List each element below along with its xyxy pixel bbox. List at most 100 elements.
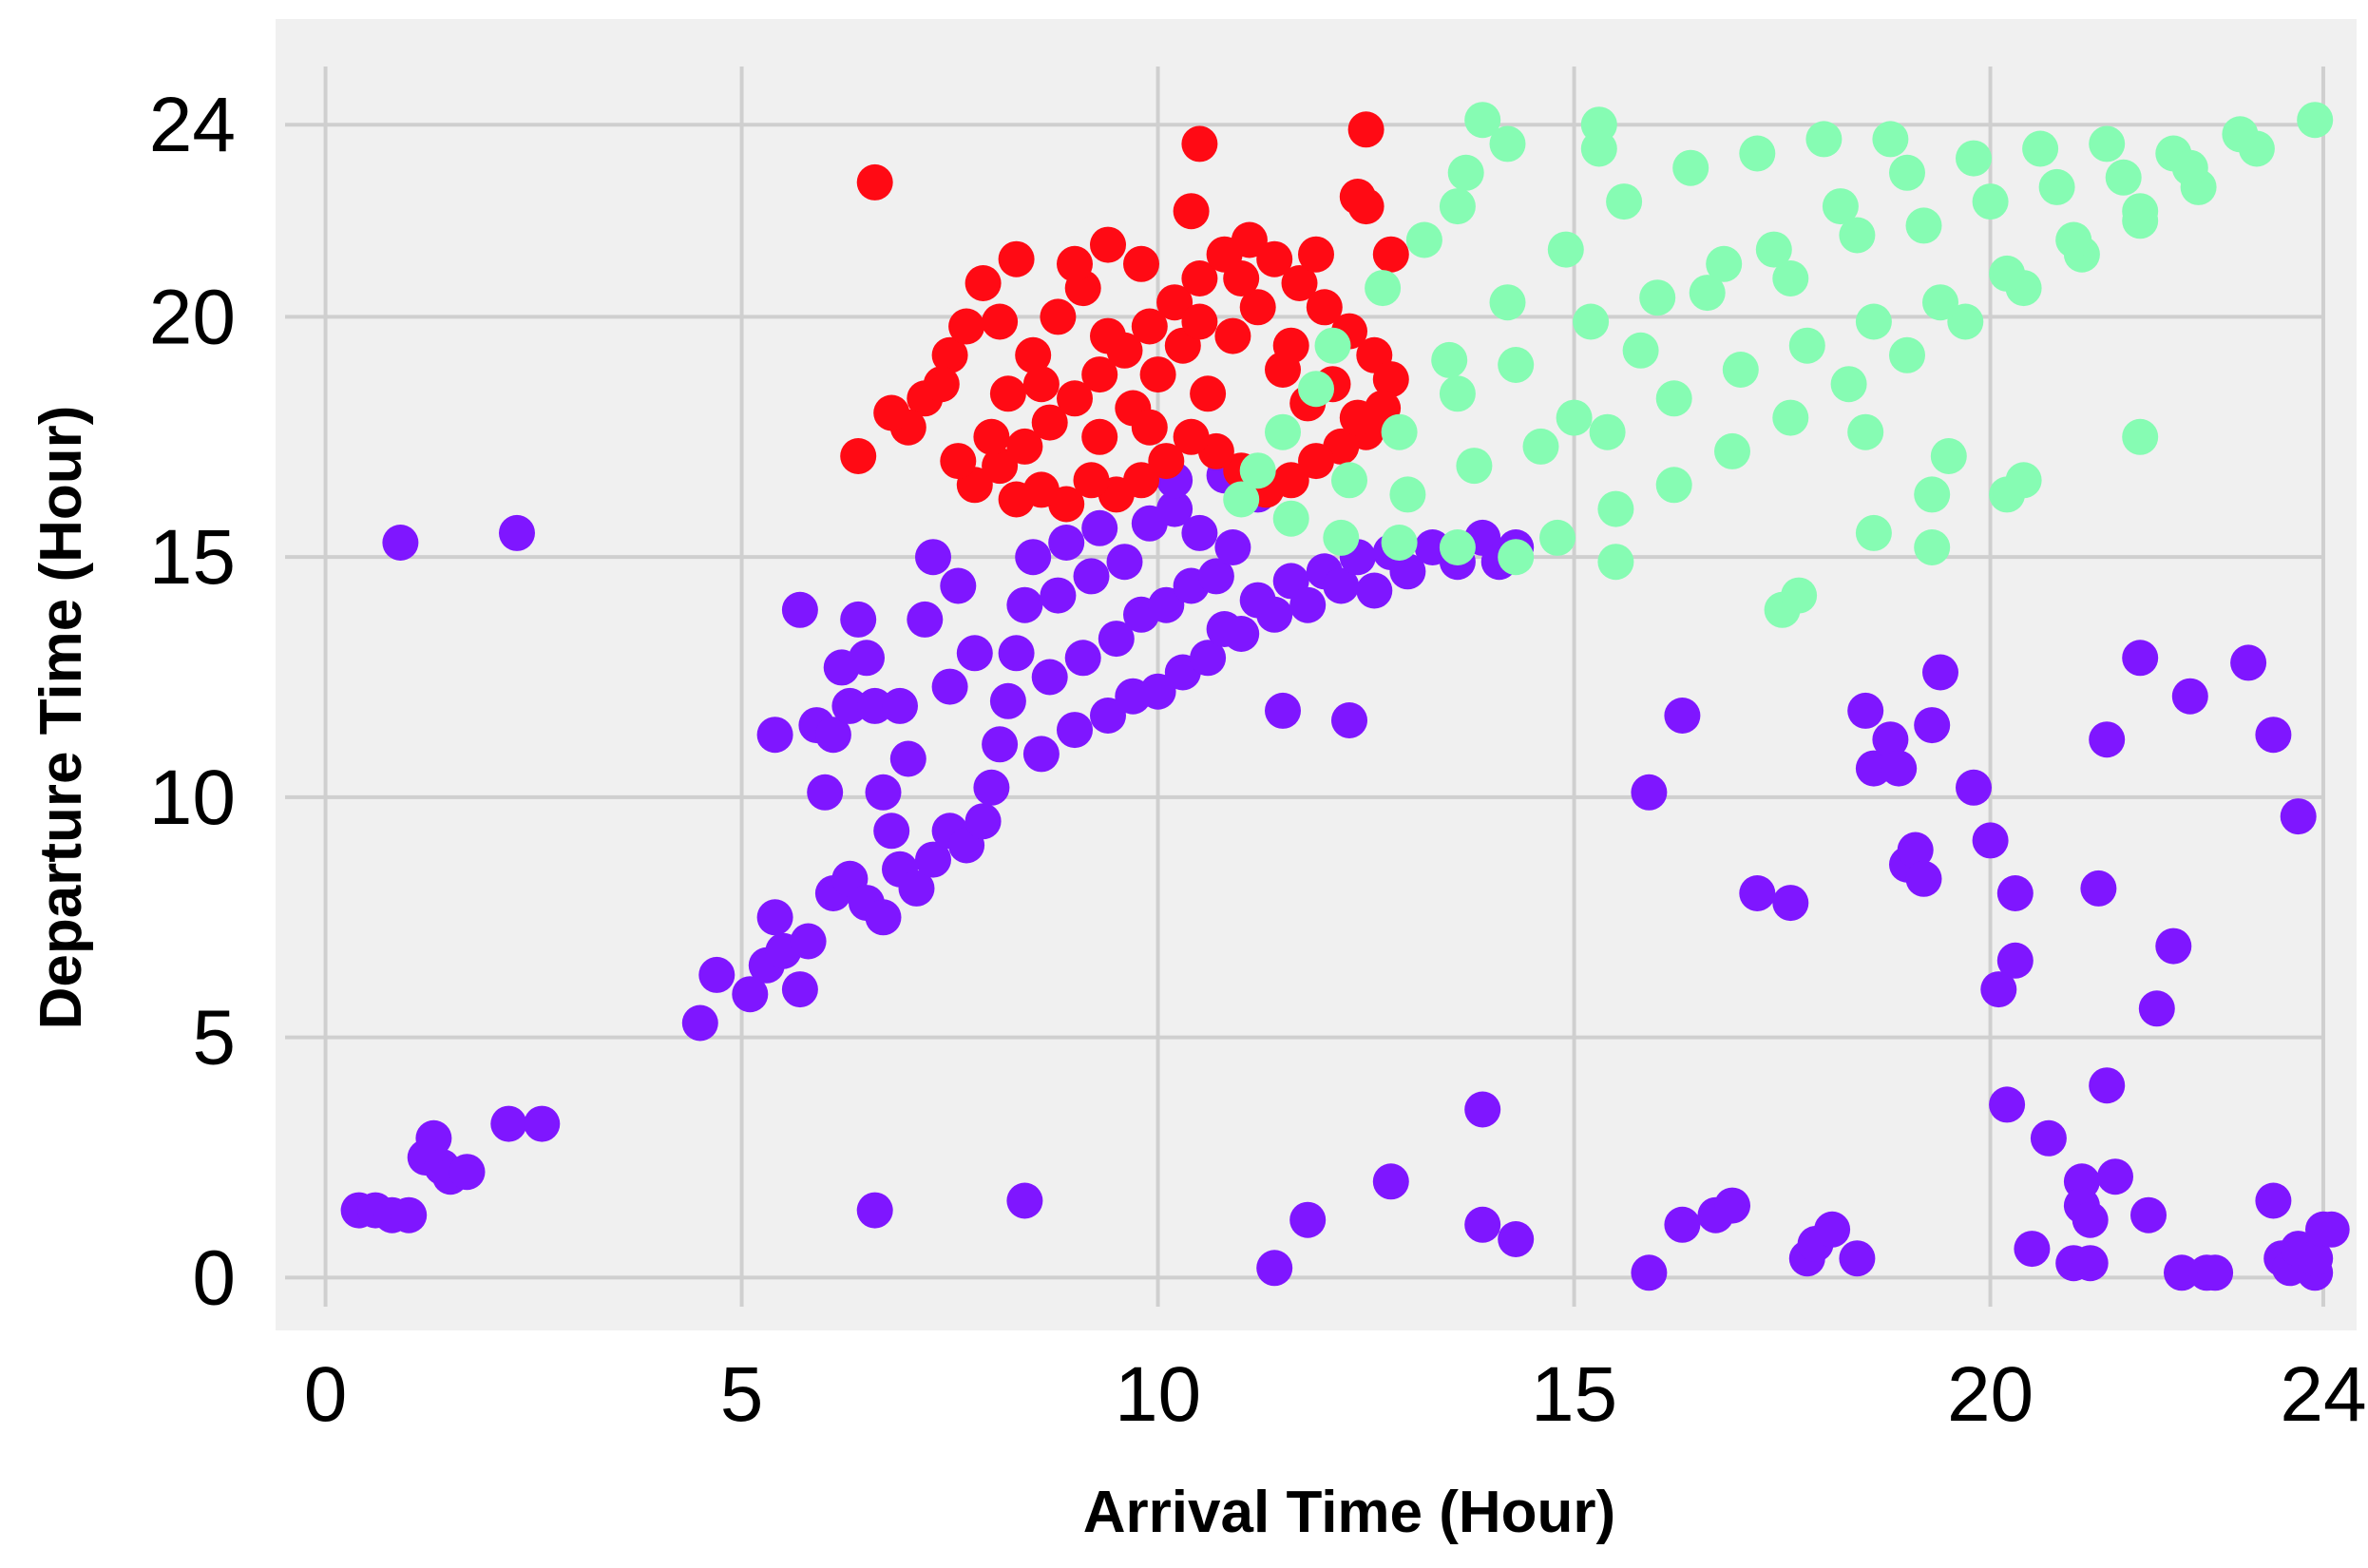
data-point-green [2222, 116, 2259, 153]
data-point-red [1156, 284, 1194, 321]
data-point-purple [1714, 1187, 1750, 1224]
data-point-purple [2197, 1254, 2234, 1291]
data-point-purple [499, 514, 535, 551]
data-point-purple [2138, 990, 2175, 1027]
data-point-purple [1839, 1240, 1876, 1277]
data-point-red [1022, 366, 1060, 403]
data-point-red [1081, 418, 1118, 455]
data-point-green [1223, 481, 1260, 518]
data-point-green [1498, 347, 1535, 383]
data-point-green [2105, 159, 2142, 196]
data-point-purple [2130, 1196, 2167, 1233]
data-point-purple [1015, 539, 1052, 576]
y-tick-labels: 0 5 10 15 20 24 [149, 82, 236, 1321]
data-point-purple [931, 668, 968, 705]
data-point-green [1606, 183, 1643, 220]
data-point-purple [1389, 553, 1426, 590]
data-point-purple [681, 1004, 718, 1042]
data-point-red [989, 375, 1026, 412]
data-point-purple [2122, 640, 2159, 677]
data-point-purple [915, 841, 951, 878]
data-point-green [1597, 544, 1634, 581]
data-point-purple [1040, 577, 1077, 614]
data-point-red [940, 443, 977, 480]
data-point-purple [1739, 875, 1776, 911]
data-point-red [964, 265, 1002, 301]
data-point-red [1256, 240, 1293, 277]
data-point-purple [1190, 640, 1227, 677]
data-point-red [1173, 418, 1210, 455]
data-point-purple [382, 525, 419, 561]
data-point-purple [1847, 692, 1884, 729]
data-point-purple [2164, 1254, 2200, 1291]
data-point-purple [849, 640, 885, 677]
data-point-red [948, 308, 985, 345]
data-point-red [1090, 226, 1126, 263]
data-point-purple [2255, 717, 2292, 754]
data-point-green [1855, 303, 1892, 340]
data-point-green [1381, 413, 1418, 450]
data-points [340, 102, 2350, 1291]
data-point-red [856, 163, 893, 201]
data-point-purple [490, 1105, 527, 1142]
data-point-purple [1197, 558, 1234, 595]
data-point-purple [2155, 927, 2192, 965]
data-point-purple [1989, 1086, 2026, 1123]
data-point-red [1231, 221, 1268, 258]
data-point-purple [1006, 1182, 1043, 1219]
data-point-green [1405, 221, 1442, 258]
y-tick-label: 5 [192, 995, 236, 1081]
data-point-green [1439, 188, 1476, 225]
data-point-purple [989, 682, 1026, 719]
data-point-green [1830, 366, 1867, 403]
data-point-purple [732, 976, 769, 1013]
data-point-purple [1006, 586, 1043, 623]
y-tick-label: 0 [192, 1234, 236, 1321]
data-point-purple [1081, 509, 1118, 546]
data-point-purple [2097, 1158, 2133, 1195]
data-point-red [1239, 289, 1276, 326]
data-point-purple [1356, 572, 1393, 609]
data-point-purple [756, 717, 793, 754]
data-point-green [1905, 207, 1942, 244]
x-tick-label: 20 [1947, 1351, 2034, 1438]
data-point-red [1339, 399, 1376, 436]
data-point-green [1298, 371, 1334, 408]
data-point-green [1439, 375, 1476, 412]
data-point-purple [1814, 1211, 1851, 1248]
data-point-purple [391, 1196, 428, 1233]
data-point-red [1347, 188, 1385, 225]
data-point-red [1372, 361, 1409, 398]
data-point-red [1272, 327, 1309, 364]
data-point-purple [889, 740, 926, 777]
data-point-red [1131, 409, 1168, 446]
data-point-red [982, 448, 1019, 485]
data-point-purple [2313, 1211, 2350, 1248]
data-point-purple [882, 687, 918, 724]
data-point-purple [1073, 558, 1110, 595]
data-point-green [2038, 168, 2075, 205]
data-point-green [1573, 303, 1610, 340]
data-point-green [1556, 399, 1593, 436]
data-point-purple [973, 769, 1010, 806]
data-point-red [923, 366, 960, 403]
data-point-green [1381, 525, 1418, 561]
data-point-purple [524, 1105, 561, 1142]
data-point-purple [1214, 529, 1251, 565]
data-point-purple [1256, 1250, 1293, 1287]
data-point-green [1265, 413, 1301, 450]
data-point-purple [873, 813, 910, 850]
data-point-green [1914, 476, 1951, 513]
data-point-green [2297, 102, 2334, 139]
data-point-green [1655, 380, 1692, 417]
data-point-purple [907, 601, 944, 638]
data-point-purple [865, 774, 902, 811]
data-point-purple [964, 803, 1002, 840]
data-point-red [998, 240, 1035, 277]
data-point-red [1131, 308, 1168, 345]
data-point-purple [865, 899, 902, 936]
data-point-red [998, 481, 1035, 518]
data-point-green [1855, 514, 1892, 551]
data-point-purple [2014, 1231, 2051, 1268]
data-point-purple [1914, 707, 1951, 744]
